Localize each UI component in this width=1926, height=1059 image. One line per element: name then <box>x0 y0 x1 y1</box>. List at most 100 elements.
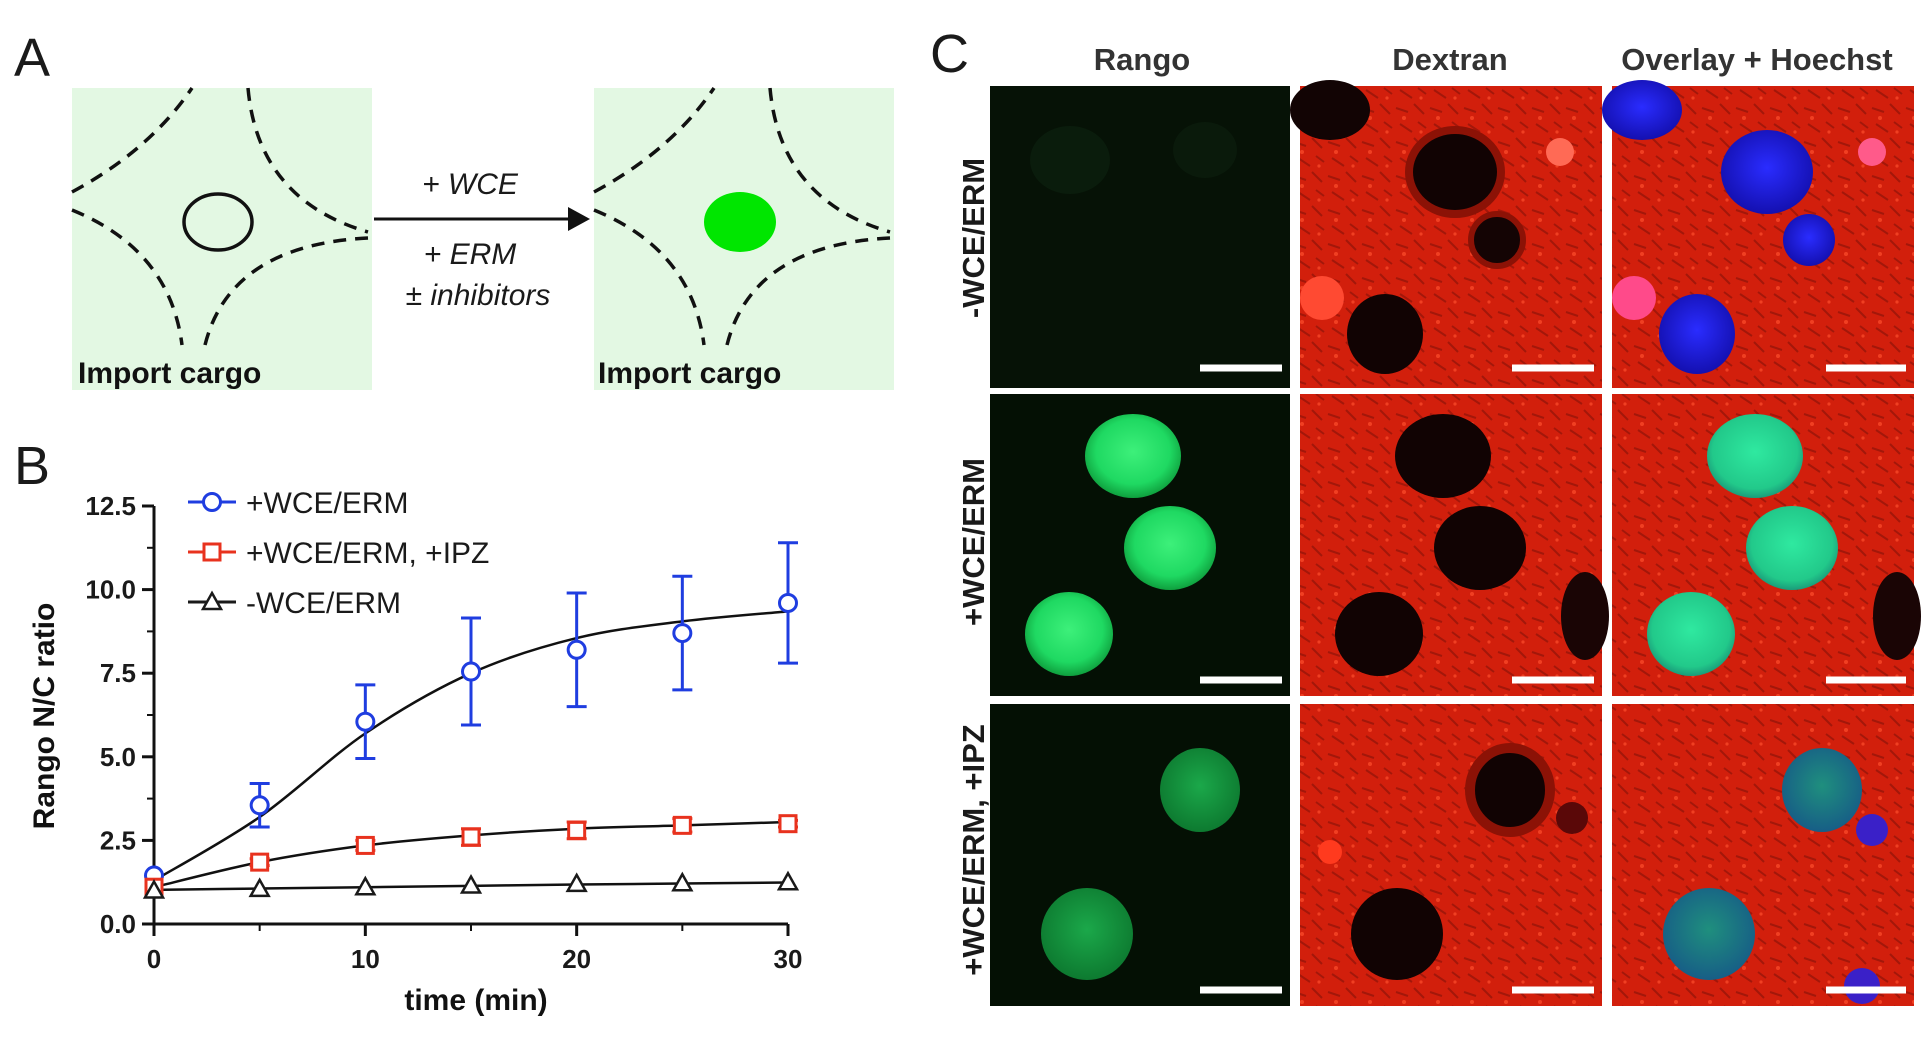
teal-nucleus <box>1647 592 1735 676</box>
panel-a-right-cell: Import cargo <box>593 87 894 390</box>
legend: +WCE/ERM +WCE/ERM, +IPZ -WCE/ERM <box>188 487 489 620</box>
faint-nucleus <box>1173 122 1237 178</box>
bright-spot <box>1546 138 1574 166</box>
row-label-plus-wce-ipz: +WCE/ERM, +IPZ <box>956 724 991 976</box>
panel-a-left-cell: Import cargo <box>71 87 372 390</box>
green-nucleus <box>1025 592 1113 676</box>
membrane-dashed <box>246 87 369 234</box>
blue-nucleus <box>1783 214 1835 266</box>
arrow-label-inhibitors: ± inhibitors <box>406 279 551 312</box>
green-nucleus-dim <box>1160 748 1240 832</box>
dark-nucleus <box>1434 506 1526 590</box>
data-point <box>567 820 587 840</box>
panel-label-c: C <box>930 24 969 84</box>
nucleus-empty <box>182 192 254 252</box>
data-point <box>672 815 692 835</box>
y-tick-label: 2.5 <box>100 825 136 855</box>
legend-label: -WCE/ERM <box>246 587 401 620</box>
data-point <box>249 795 270 816</box>
column-header-rango: Rango <box>1094 42 1190 77</box>
green-nucleus <box>1085 414 1181 498</box>
legend-marker <box>202 492 222 512</box>
data-point <box>671 871 694 892</box>
data-point <box>354 875 377 896</box>
panel-b-chart: 0.02.55.07.510.012.5 0 10 20 30 time (min) … <box>28 487 802 1017</box>
data-point <box>778 814 798 834</box>
column-header-dextran: Dextran <box>1392 42 1507 77</box>
panel-label-b: B <box>14 436 50 496</box>
dark-nucleus <box>1405 126 1505 218</box>
panel-a-arrow: + WCE + ERM ± inhibitors <box>374 168 590 312</box>
micrograph-row-3 <box>990 704 1914 1006</box>
legend-label: +WCE/ERM <box>246 487 409 520</box>
membrane-dashed <box>71 87 194 194</box>
micrograph-row-2 <box>990 394 1921 696</box>
data-point <box>459 873 483 894</box>
dark-nucleus <box>1347 294 1423 374</box>
bright-spot <box>1300 276 1344 320</box>
micrograph-rango-3 <box>990 704 1290 1006</box>
teal-nucleus <box>1746 506 1838 590</box>
dark-nucleus <box>1561 572 1609 660</box>
x-tick-label: 20 <box>562 944 591 974</box>
data-point <box>142 879 166 899</box>
blue-spot <box>1844 968 1880 1004</box>
micrograph-dextran-3 <box>1300 704 1602 1006</box>
y-tick-label: 10.0 <box>85 575 136 605</box>
legend-label: +WCE/ERM, +IPZ <box>246 537 489 570</box>
micrograph-rango-1 <box>990 86 1290 388</box>
teal-nucleus <box>1707 414 1803 498</box>
data-point <box>461 827 481 847</box>
y-tick-label: 7.5 <box>100 658 136 688</box>
dark-nucleus <box>1468 211 1526 269</box>
dark-nucleus <box>1351 888 1443 980</box>
y-tick-label: 5.0 <box>100 742 136 772</box>
bright-spot <box>1858 138 1886 166</box>
data-point <box>776 870 800 891</box>
row-label-minus-wce: -WCE/ERM <box>956 158 991 318</box>
import-cargo-label-right: Import cargo <box>598 357 781 390</box>
blue-nucleus <box>1721 130 1813 214</box>
data-point <box>778 592 798 613</box>
membrane-dashed <box>593 208 706 346</box>
legend-marker <box>202 542 222 562</box>
data-point <box>248 877 271 898</box>
y-axis-label: Rango N/C ratio <box>28 603 61 830</box>
teal-nucleus <box>1663 888 1755 980</box>
import-cargo-label-left: Import cargo <box>78 357 261 390</box>
panel-label-a: A <box>14 28 50 88</box>
bright-spot <box>1612 276 1656 320</box>
nucleus-filled <box>704 192 776 252</box>
dark-nucleus <box>1465 743 1555 837</box>
membrane-dashed <box>203 236 369 346</box>
dark-spot <box>1556 802 1588 834</box>
cell-background <box>72 88 372 390</box>
x-tick-label: 30 <box>774 944 803 974</box>
arrow-head <box>568 207 590 231</box>
green-nucleus-dim <box>1041 888 1133 980</box>
legend-marker <box>200 590 224 611</box>
micrograph-row-1 <box>990 80 1914 388</box>
y-tick-label: 12.5 <box>85 491 136 521</box>
arrow-label-erm: + ERM <box>424 238 517 271</box>
membrane-dashed <box>768 87 891 234</box>
dark-nucleus <box>1335 592 1423 676</box>
data-point <box>566 639 587 660</box>
blue-nucleus <box>1659 294 1735 374</box>
y-tick-label: 0.0 <box>100 909 136 939</box>
x-axis-label: time (min) <box>404 984 547 1017</box>
faint-nucleus <box>1030 126 1110 194</box>
arrow-label-wce: + WCE <box>422 168 519 201</box>
membrane-dashed <box>71 208 184 346</box>
micrograph-overlay-3 <box>1612 704 1914 1006</box>
green-nucleus <box>1124 506 1216 590</box>
dark-nucleus <box>1290 80 1370 140</box>
data-point <box>355 835 375 855</box>
data-point <box>461 661 481 682</box>
blue-nucleus <box>1602 80 1682 140</box>
data-point <box>565 872 588 893</box>
data-point <box>355 711 376 732</box>
membrane-dashed <box>593 87 716 194</box>
membrane-dashed <box>725 236 891 346</box>
